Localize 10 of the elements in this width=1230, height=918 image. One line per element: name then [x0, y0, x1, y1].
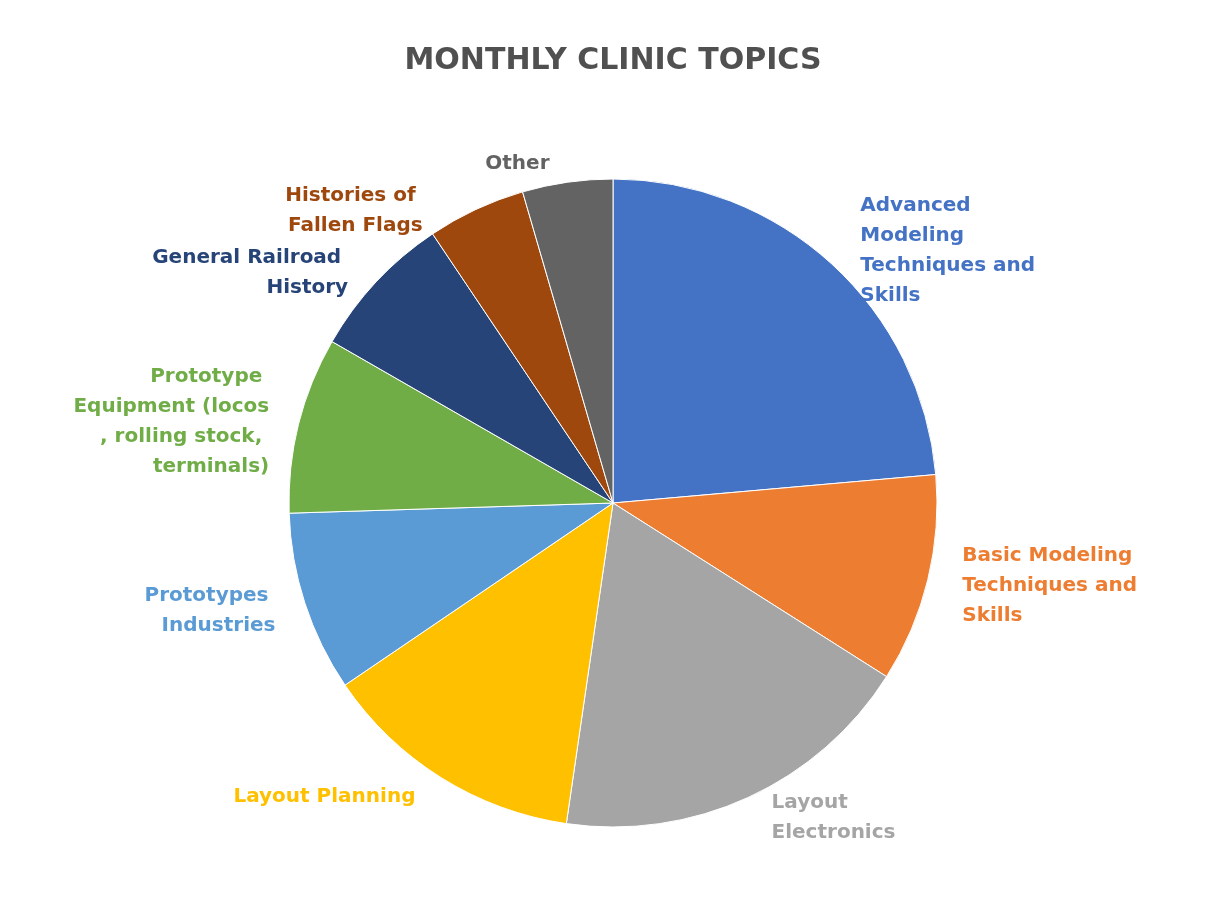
slice-label: Layout Electronics [771, 788, 896, 843]
slice-label: General Railroad History [152, 244, 349, 299]
slice-label: Basic Modeling Techniques and Skills [962, 542, 1144, 627]
slice-label: Layout Planning [233, 782, 416, 807]
slice-label: Other [485, 150, 550, 175]
chart-title: MONTHLY CLINIC TOPICS [404, 40, 822, 76]
slice-label: Histories of Fallen Flags [285, 182, 423, 237]
slice-label: Prototypes Industries [144, 582, 276, 637]
slice-label: Prototype Equipment (locos, rolling stock, terminals) [73, 362, 270, 477]
slice-label: Advanced Modeling Techniques and Skills [860, 192, 1043, 307]
